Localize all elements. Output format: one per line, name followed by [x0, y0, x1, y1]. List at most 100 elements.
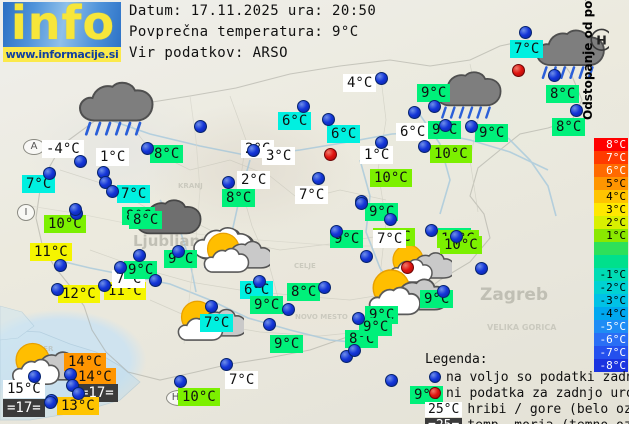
- station-dot[interactable]: [384, 213, 397, 226]
- station-temperature-label: 8°C: [129, 211, 163, 229]
- station-temperature-label: 8°C: [287, 283, 321, 301]
- scale-cell: -1°C: [594, 268, 628, 281]
- legend-swatch: =25=: [425, 417, 463, 424]
- legend-label: temp. morja (temno ozadje): [467, 418, 629, 424]
- station-dot[interactable]: [174, 375, 187, 388]
- station-dot[interactable]: [548, 69, 561, 82]
- station-dot[interactable]: [149, 274, 162, 287]
- scale-cell: 1°C: [594, 229, 628, 242]
- station-dot[interactable]: [418, 140, 431, 153]
- station-dot[interactable]: [253, 275, 266, 288]
- station-temperature-label: 2°C: [237, 171, 271, 189]
- station-dot[interactable]: [322, 113, 335, 126]
- site-logo[interactable]: info www.informacije.si: [3, 2, 121, 62]
- legend-label: na voljo so podatki zadnje ure: [446, 369, 629, 385]
- station-dot[interactable]: [360, 250, 373, 263]
- legend-row: ni podatka za zadnjo uro: [425, 385, 629, 401]
- station-dot[interactable]: [141, 142, 154, 155]
- scale-cell: -2°C: [594, 281, 628, 294]
- svg-text:H: H: [596, 32, 607, 47]
- station-temperature-label: 8°C: [546, 85, 580, 103]
- station-temperature-label: 12°C: [58, 285, 100, 303]
- station-temperature-label: 7°C: [373, 230, 407, 248]
- station-temperature-label: 7°C: [200, 314, 234, 332]
- station-dot[interactable]: [28, 370, 41, 383]
- station-dot[interactable]: [205, 300, 218, 313]
- station-dot[interactable]: [106, 185, 119, 198]
- station-dot-no-data[interactable]: [401, 261, 414, 274]
- station-dot[interactable]: [330, 225, 343, 238]
- station-temperature-label: 9°C: [475, 124, 509, 142]
- station-temperature-label: 13°C: [57, 397, 99, 415]
- scale-cell: 4°C: [594, 190, 628, 203]
- station-temperature-label: 14°C: [64, 353, 106, 371]
- station-dot[interactable]: [355, 197, 368, 210]
- station-dot[interactable]: [450, 230, 463, 243]
- station-dot[interactable]: [44, 396, 57, 409]
- scale-cell: -5°C: [594, 320, 628, 333]
- weather-icon-rain: [70, 78, 158, 140]
- station-dot[interactable]: [519, 26, 532, 39]
- station-dot[interactable]: [312, 172, 325, 185]
- station-dot[interactable]: [98, 279, 111, 292]
- station-dot[interactable]: [408, 106, 421, 119]
- weather-icon-rain-h: H: [528, 26, 613, 83]
- scale-cell: [594, 255, 628, 268]
- station-dot[interactable]: [475, 262, 488, 275]
- station-dot[interactable]: [43, 167, 56, 180]
- station-dot[interactable]: [72, 387, 85, 400]
- station-dot[interactable]: [439, 119, 452, 132]
- scale-cell: -4°C: [594, 307, 628, 320]
- station-temperature-label: 8°C: [552, 118, 586, 136]
- station-temperature-label: 6°C: [327, 125, 361, 143]
- station-dot[interactable]: [194, 120, 207, 133]
- station-dot[interactable]: [220, 358, 233, 371]
- station-dot[interactable]: [385, 374, 398, 387]
- station-dot-no-data[interactable]: [324, 148, 337, 161]
- station-dot[interactable]: [348, 344, 361, 357]
- place-label: KRANJ: [178, 182, 203, 190]
- temperature-deviation-scale: Odstopanje od povprečne temperature: 8°C…: [581, 0, 629, 424]
- scale-colour-bar: 8°C 7°C 6°C 5°C 4°C 3°C 2°C 1°C -1°C -2°C -3°C -4°C…: [594, 138, 628, 372]
- station-dot[interactable]: [282, 303, 295, 316]
- station-dot[interactable]: [352, 312, 365, 325]
- station-dot-no-data[interactable]: [512, 64, 525, 77]
- scale-cell: -7°C: [594, 346, 628, 359]
- station-temperature-label: 7°C: [22, 175, 56, 193]
- station-dot[interactable]: [247, 144, 260, 157]
- station-temperature-label: 1°C: [96, 148, 130, 166]
- place-label: NOVO MESTO: [295, 313, 348, 321]
- station-dot[interactable]: [428, 100, 441, 113]
- station-dot[interactable]: [263, 318, 276, 331]
- station-temperature-label: 14°C: [74, 368, 116, 386]
- station-dot[interactable]: [465, 120, 478, 133]
- header-data-source: Vir podatkov: ARSO: [129, 45, 288, 61]
- station-dot[interactable]: [133, 249, 146, 262]
- station-dot[interactable]: [375, 136, 388, 149]
- station-temperature-label: 9°C: [124, 261, 158, 279]
- station-dot[interactable]: [69, 203, 82, 216]
- station-dot[interactable]: [172, 245, 185, 258]
- station-dot[interactable]: [437, 285, 450, 298]
- logo-url-bar: www.informacije.si: [3, 47, 121, 62]
- legend-row: =25= temp. morja (temno ozadje): [425, 417, 629, 424]
- station-dot[interactable]: [318, 281, 331, 294]
- station-dot[interactable]: [54, 259, 67, 272]
- legend-title: Legenda:: [425, 352, 488, 367]
- station-dot[interactable]: [74, 155, 87, 168]
- station-temperature-label: 9°C: [359, 318, 393, 336]
- station-dot[interactable]: [570, 104, 583, 117]
- station-dot[interactable]: [222, 176, 235, 189]
- scale-cell: 2°C: [594, 216, 628, 229]
- weather-icon-sun-cloud: [196, 228, 274, 280]
- scale-cell: 7°C: [594, 151, 628, 164]
- station-temperature-label: 9°C: [417, 84, 451, 102]
- station-dot[interactable]: [297, 100, 310, 113]
- station-temperature-label: 9°C: [250, 296, 284, 314]
- station-temperature-label: 10°C: [370, 169, 412, 187]
- header-average-temperature: Povprečna temperatura: 9°C: [129, 24, 359, 40]
- station-dot[interactable]: [425, 224, 438, 237]
- station-dot[interactable]: [114, 261, 127, 274]
- station-dot[interactable]: [51, 283, 64, 296]
- station-dot[interactable]: [375, 72, 388, 85]
